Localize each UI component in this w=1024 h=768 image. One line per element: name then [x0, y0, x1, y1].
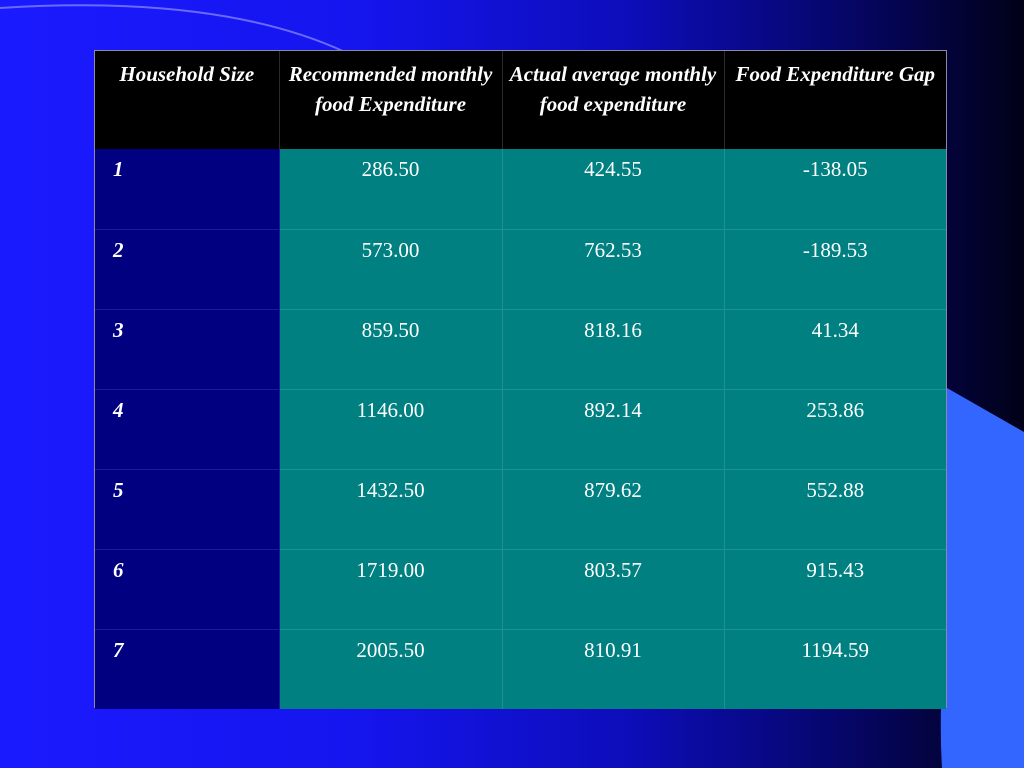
recommended-cell: 1432.50: [279, 468, 503, 549]
header-recommended-expenditure: Recommended monthly food Expenditure: [279, 51, 503, 149]
table-row: 1 286.50 424.55 -138.05: [95, 149, 946, 229]
recommended-cell: 286.50: [279, 149, 503, 229]
actual-cell: 424.55: [502, 149, 725, 229]
actual-cell: 818.16: [502, 308, 725, 389]
table-row: 6 1719.00 803.57 915.43: [95, 548, 946, 629]
food-expenditure-table-container: Household Size Recommended monthly food …: [94, 50, 947, 709]
household-size-cell: 6: [95, 548, 280, 629]
food-expenditure-table: Household Size Recommended monthly food …: [95, 51, 946, 709]
header-expenditure-gap: Food Expenditure Gap: [724, 51, 946, 149]
table-row: 2 573.00 762.53 -189.53: [95, 228, 946, 309]
recommended-cell: 1146.00: [279, 388, 503, 469]
table-row: 5 1432.50 879.62 552.88: [95, 468, 946, 549]
gap-cell: 41.34: [724, 308, 946, 389]
table-header-row: Household Size Recommended monthly food …: [95, 51, 946, 149]
household-size-cell: 2: [95, 228, 280, 309]
header-household-size: Household Size: [95, 51, 280, 149]
recommended-cell: 859.50: [279, 308, 503, 389]
actual-cell: 879.62: [502, 468, 725, 549]
recommended-cell: 573.00: [279, 228, 503, 309]
household-size-cell: 1: [95, 149, 280, 229]
actual-cell: 803.57: [502, 548, 725, 629]
recommended-cell: 1719.00: [279, 548, 503, 629]
actual-cell: 892.14: [502, 388, 725, 469]
actual-cell: 762.53: [502, 228, 725, 309]
gap-cell: 915.43: [724, 548, 946, 629]
header-actual-expenditure: Actual average monthly food expenditure: [502, 51, 725, 149]
household-size-cell: 5: [95, 468, 280, 549]
household-size-cell: 3: [95, 308, 280, 389]
table-row: 3 859.50 818.16 41.34: [95, 308, 946, 389]
gap-cell: 253.86: [724, 388, 946, 469]
actual-cell: 810.91: [502, 628, 725, 709]
table-row: 4 1146.00 892.14 253.86: [95, 388, 946, 469]
table-row: 7 2005.50 810.91 1194.59: [95, 628, 946, 709]
household-size-cell: 7: [95, 628, 280, 709]
gap-cell: 1194.59: [724, 628, 946, 709]
household-size-cell: 4: [95, 388, 280, 469]
gap-cell: -138.05: [724, 149, 946, 229]
gap-cell: 552.88: [724, 468, 946, 549]
recommended-cell: 2005.50: [279, 628, 503, 709]
gap-cell: -189.53: [724, 228, 946, 309]
